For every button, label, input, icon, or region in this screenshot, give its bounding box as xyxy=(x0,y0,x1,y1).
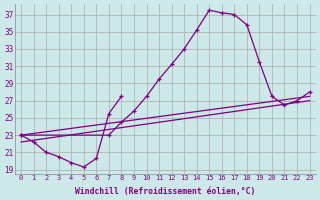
X-axis label: Windchill (Refroidissement éolien,°C): Windchill (Refroidissement éolien,°C) xyxy=(75,187,255,196)
